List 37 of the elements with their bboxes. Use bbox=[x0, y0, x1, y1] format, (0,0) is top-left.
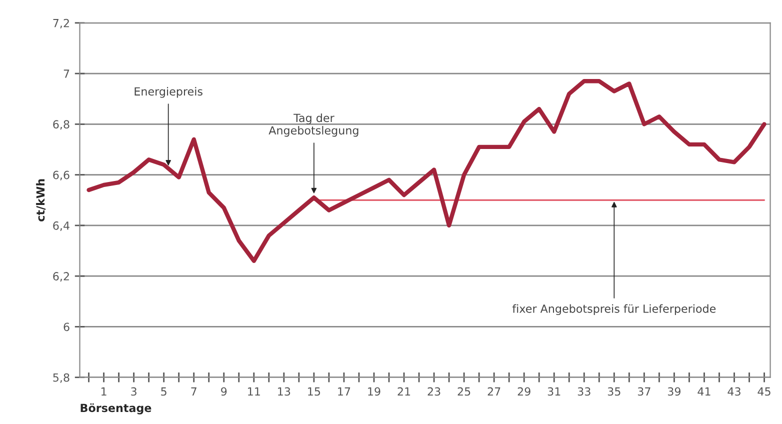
x-tick-label: 29 bbox=[518, 387, 530, 396]
y-tick-label: 6 bbox=[64, 322, 70, 332]
y-tick-label: 6,8 bbox=[53, 120, 70, 130]
y-tick-label: 7 bbox=[64, 70, 70, 78]
annotation: Energiepreis bbox=[134, 87, 202, 98]
x-tick-label: 7 bbox=[191, 387, 196, 396]
x-tick-label: 39 bbox=[668, 387, 680, 396]
x-tick-label: 23 bbox=[428, 387, 440, 396]
x-tick-label: 13 bbox=[278, 387, 290, 396]
y-tick-label: 6,6 bbox=[53, 170, 70, 180]
annotation: fixer Angebotspreis für Lieferperiode bbox=[512, 304, 716, 316]
y-axis-title: ct/kWh bbox=[36, 179, 46, 222]
x-tick-label: 43 bbox=[728, 387, 740, 396]
y-tick-label: 6,2 bbox=[53, 272, 69, 282]
x-tick-label: 17 bbox=[338, 387, 350, 396]
x-tick-label: 3 bbox=[131, 387, 136, 396]
x-tick-label: 15 bbox=[308, 387, 320, 396]
x-tick-label: 1 bbox=[101, 387, 106, 396]
x-tick-label: 27 bbox=[488, 387, 500, 396]
x-tick-label: 19 bbox=[368, 387, 380, 396]
x-tick-label: 33 bbox=[578, 387, 590, 396]
x-axis-title: Börsentage bbox=[80, 403, 152, 414]
x-tick-label: 21 bbox=[398, 387, 410, 396]
x-tick-label: 37 bbox=[638, 387, 650, 396]
x-tick-label: 9 bbox=[221, 387, 227, 396]
x-tick-label: 5 bbox=[161, 387, 166, 396]
annotation: Tag der Angebotslegung bbox=[268, 114, 358, 137]
x-tick-label: 41 bbox=[698, 387, 710, 396]
y-tick-label: 5,8 bbox=[53, 373, 70, 383]
x-tick-label: 31 bbox=[548, 387, 560, 396]
x-tick-label: 25 bbox=[458, 387, 470, 396]
line-series bbox=[86, 79, 766, 263]
x-tick-label: 45 bbox=[758, 387, 770, 396]
y-tick-label: 6,4 bbox=[53, 221, 70, 231]
x-tick-label: 11 bbox=[248, 387, 260, 396]
y-tick-label: 7,2 bbox=[53, 18, 69, 28]
x-tick-label: 35 bbox=[608, 387, 620, 396]
